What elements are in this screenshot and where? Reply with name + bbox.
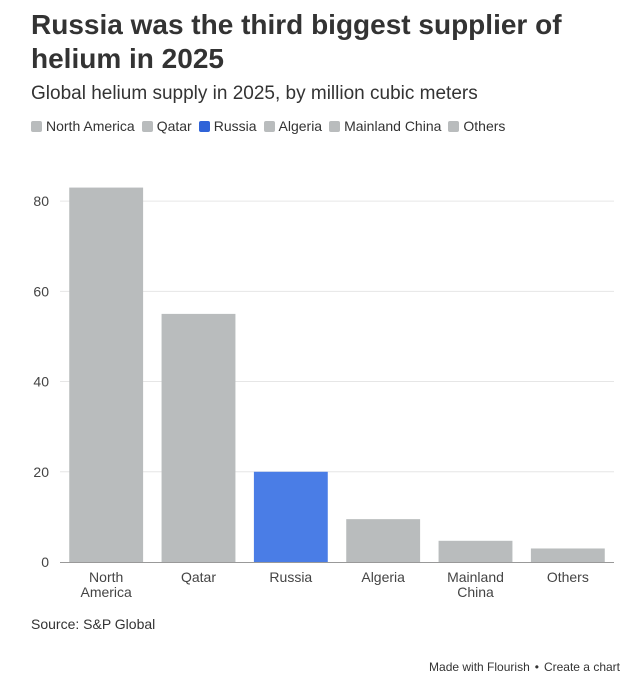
legend-swatch: [198, 120, 210, 132]
legend-item[interactable]: Algeria: [263, 118, 323, 134]
bar: [69, 187, 144, 563]
legend-swatch: [263, 120, 275, 132]
source-note: Source: S&P Global: [31, 616, 156, 632]
legend-label: Mainland China: [344, 118, 442, 134]
y-tick-label: 20: [33, 464, 49, 480]
x-tick-label: Mainland China: [447, 569, 504, 600]
flourish-footer: Made with Flourish • Create a chart: [429, 660, 620, 674]
legend-swatch: [31, 120, 42, 132]
x-tick-label: Others: [547, 569, 589, 585]
legend-label: Qatar: [156, 118, 192, 134]
legend-label: Others: [463, 118, 506, 134]
chart-subtitle: Global helium supply in 2025, by million…: [31, 83, 478, 104]
y-tick-label: 80: [33, 193, 49, 209]
legend-swatch: [141, 120, 153, 132]
legend-swatch: [329, 120, 341, 132]
legend-item[interactable]: Russia: [198, 118, 257, 134]
bar: [161, 313, 236, 562]
bar: [346, 519, 421, 562]
y-tick-label: 0: [41, 554, 49, 570]
footer-separator: •: [534, 660, 539, 674]
legend-label: Algeria: [278, 118, 323, 134]
legend-item[interactable]: Mainland China: [329, 118, 441, 134]
bar: [253, 471, 328, 562]
legend-label: Russia: [213, 118, 257, 134]
x-tick-label: Algeria: [361, 569, 405, 585]
chart-title: Russia was the third biggest supplier of…: [31, 9, 562, 74]
x-tick-label: Qatar: [181, 569, 216, 585]
legend-swatch: [448, 120, 460, 132]
bar: [530, 548, 605, 562]
create-chart-link[interactable]: Create a chart: [543, 660, 620, 674]
y-tick-label: 40: [33, 374, 49, 390]
legend-item[interactable]: Qatar: [141, 118, 192, 134]
bar-chart: 0 20 40 60 80 North America Qatar Russia Algeria M…: [33, 187, 614, 600]
made-with-flourish-link[interactable]: Made with Flourish: [429, 660, 530, 674]
legend-item[interactable]: North America: [31, 118, 135, 134]
x-tick-label: Russia: [269, 569, 312, 585]
x-tick-label: North America: [80, 569, 132, 600]
chart-legend: North America Qatar Russia Algeria Mainland …: [31, 118, 505, 134]
legend-item[interactable]: Others: [448, 118, 505, 134]
legend-label: North America: [46, 118, 135, 134]
bar: [438, 540, 513, 562]
y-tick-label: 60: [33, 283, 49, 299]
